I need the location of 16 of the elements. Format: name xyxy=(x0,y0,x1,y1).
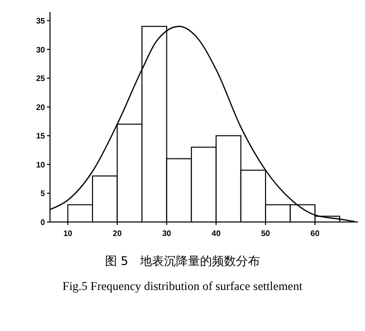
x-tick-label: 20 xyxy=(112,229,122,238)
y-tick-label: 20 xyxy=(36,102,46,112)
y-tick-label: 25 xyxy=(36,74,46,84)
y-tick-label: 15 xyxy=(36,132,46,141)
x-tick-label: 30 xyxy=(162,229,172,238)
caption: Fig.5 Frequency distribution of surface settlement xyxy=(62,279,304,293)
x-tick-label: 50 xyxy=(261,229,271,238)
y-tick-label: 35 xyxy=(36,16,46,26)
x-tick-label: 60 xyxy=(310,229,320,238)
x-tick-label: 40 xyxy=(212,229,222,238)
x-tick-label: 10 xyxy=(63,229,73,238)
y-tick-label: 5 xyxy=(40,189,46,198)
caption: 图 5 地表沉降量的频数分布 xyxy=(104,254,260,268)
y-tick-label: 0 xyxy=(40,218,46,227)
y-tick-label: 30 xyxy=(36,45,46,54)
y-tick-label: 10 xyxy=(36,160,46,170)
